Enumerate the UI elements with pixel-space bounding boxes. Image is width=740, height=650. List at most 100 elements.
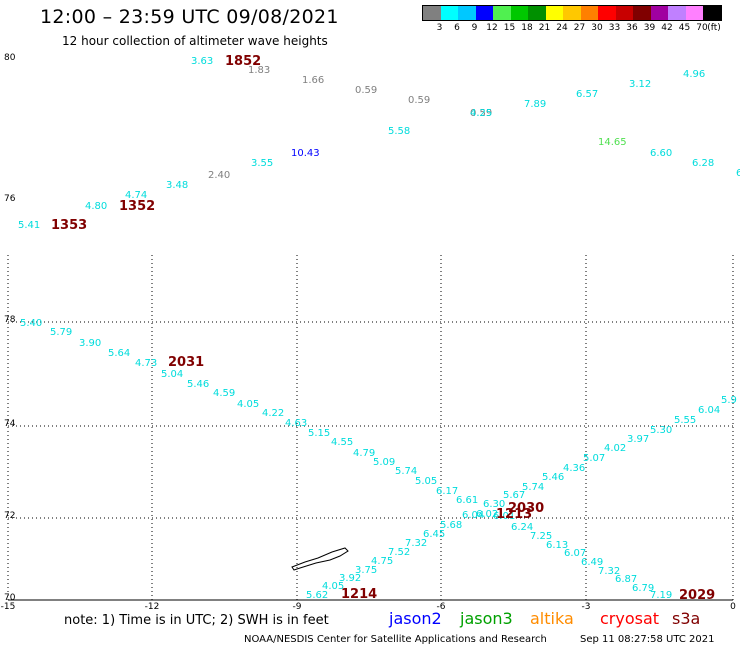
wave-height-value: 5.67	[503, 490, 525, 501]
timestamp-text: Sep 11 08:27:58 UTC 2021	[580, 634, 715, 645]
color-scale-label: 6	[454, 23, 460, 33]
wave-height-value: 4.36	[563, 463, 585, 474]
wave-height-value: 3.12	[629, 79, 651, 90]
wave-height-value: 6.04	[698, 405, 720, 416]
wave-height-value: 6.01	[493, 511, 515, 522]
pass-time-label: 2031	[168, 355, 204, 370]
color-scale-label: 24	[556, 23, 568, 33]
lat-label: 76	[4, 194, 16, 204]
map-grid	[7, 255, 734, 601]
color-scale-swatches	[422, 5, 722, 21]
color-scale-label: 70	[696, 23, 708, 33]
color-swatch	[633, 6, 651, 20]
color-scale-label: 30	[591, 23, 603, 33]
wave-height-value: 5.40	[20, 318, 42, 329]
wave-height-value: 4.96	[683, 69, 705, 80]
color-scale-label: 9	[471, 23, 478, 33]
wave-height-value: 5.55	[674, 415, 696, 426]
wave-height-value: 3.63	[191, 56, 213, 67]
color-swatch	[528, 6, 546, 20]
legend-jason3: jason3	[460, 609, 513, 628]
wave-height-value: 5.68	[440, 520, 462, 531]
pass-time-label: 1213	[496, 507, 532, 522]
wave-height-value: 5.79	[50, 327, 72, 338]
color-scale-label: 21	[538, 23, 551, 33]
legend-jason2: jason2	[389, 609, 442, 628]
legend-cryosat: cryosat	[600, 609, 660, 628]
lon-label: -15	[1, 602, 16, 612]
wave-height-value: 6.60	[650, 148, 672, 159]
lon-label: -6	[437, 602, 446, 612]
wave-height-value: 5.15	[308, 428, 330, 439]
wave-height-value: 7.25	[530, 531, 552, 542]
color-swatch	[563, 6, 581, 20]
color-scale: 3 6 9 12 15 18 21 24 27 30 33 36 39 42 45 70 (ft)	[422, 5, 722, 35]
wave-height-value: 5.58	[388, 126, 410, 137]
wave-height-value: 5.41	[18, 220, 40, 231]
wave-height-value: 4.80	[85, 201, 107, 212]
color-swatch	[685, 6, 703, 20]
color-scale-label: 36	[626, 23, 638, 33]
color-swatch	[580, 6, 598, 20]
jan-mayen-island	[291, 547, 349, 571]
wave-height-value: 1.66	[302, 75, 324, 86]
lat-label: 74	[4, 419, 16, 429]
legend-s3a: s3a	[672, 609, 701, 628]
credit-text: NOAA/NESDIS Center for Satellite Applica…	[244, 634, 547, 645]
lat-label: 78	[4, 315, 16, 325]
wave-height-value: 6.87	[615, 574, 637, 585]
color-scale-label: 12	[486, 23, 498, 33]
wave-height-value: 3.48	[166, 180, 188, 191]
color-scale-label: 33	[608, 23, 621, 33]
color-swatch	[668, 6, 686, 20]
wave-height-value: 3.55	[251, 158, 273, 169]
pass-time-label: 1214	[341, 587, 377, 602]
color-swatch	[598, 6, 616, 20]
wave-height-value: 6.28	[692, 158, 714, 169]
color-swatch	[650, 6, 668, 20]
wave-height-value: 4.63	[285, 418, 307, 429]
wave-height-value: 6.49	[581, 557, 603, 568]
pass-time-label: 2030	[508, 501, 544, 516]
pass-time-label: 1852	[225, 54, 261, 69]
color-swatch	[545, 6, 563, 20]
color-swatch	[423, 6, 441, 20]
wave-height-value: 4.73	[135, 358, 157, 369]
wave-height-value: 4.05	[322, 581, 344, 592]
wave-height-value: 4.75	[371, 556, 393, 567]
color-scale-label: (ft)	[707, 23, 721, 33]
color-scale-label: 18	[521, 23, 533, 33]
color-swatch	[458, 6, 476, 20]
wave-height-value: 5.05	[415, 476, 437, 487]
wave-height-value: 4.79	[353, 448, 375, 459]
color-scale-label: 3	[436, 23, 443, 33]
wave-height-value: 6.02	[476, 509, 498, 520]
note-text: note: 1) Time is in UTC; 2) SWH is in fe…	[64, 613, 329, 628]
wave-height-value: 4.59	[213, 388, 235, 399]
color-swatch	[615, 6, 633, 20]
page-title: 12:00 – 23:59 UTC 09/08/2021	[40, 6, 339, 28]
wave-height-value: 5.74	[522, 482, 544, 493]
wave-height-value: 14.65	[598, 137, 627, 148]
legend-altika: altika	[530, 609, 574, 628]
color-swatch	[493, 6, 511, 20]
lat-label: 80	[4, 53, 16, 63]
wave-height-value: 6.24	[511, 522, 533, 533]
color-swatch	[703, 6, 721, 20]
color-swatch	[510, 6, 528, 20]
wave-height-value: 7.32	[598, 566, 620, 577]
wave-height-value: 5.07	[583, 453, 605, 464]
wave-height-value: 4.25	[470, 108, 492, 119]
wave-height-value: 6.07	[564, 548, 586, 559]
wave-height-value: 3.92	[339, 573, 361, 584]
wave-height-value: 7.32	[405, 538, 427, 549]
wave-height-value: 5.74	[395, 466, 417, 477]
wave-height-value: 5.9	[721, 395, 737, 406]
wave-height-value: 6.13	[546, 540, 568, 551]
wave-height-value: 6.30	[483, 499, 505, 510]
color-scale-label: 27	[573, 23, 586, 33]
page-subtitle: 12 hour collection of altimeter wave hei…	[62, 34, 328, 48]
